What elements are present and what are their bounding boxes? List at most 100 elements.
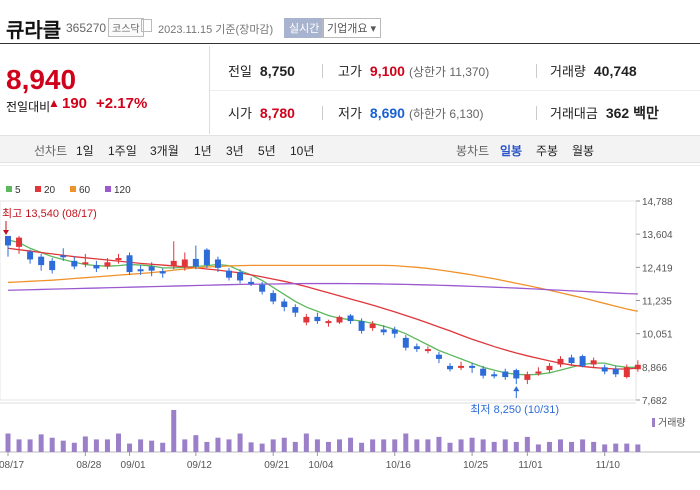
amount-cell: 거래대금 362 백만 xyxy=(550,103,659,123)
candle-body xyxy=(590,360,597,365)
volume-bar xyxy=(237,433,243,452)
volume-bar xyxy=(182,439,188,452)
volume-bar xyxy=(447,442,453,452)
candle-body xyxy=(435,354,442,359)
volume-bar xyxy=(535,444,541,452)
candle-body xyxy=(126,255,133,273)
volume-bar xyxy=(160,442,166,452)
ma-line-20 xyxy=(7,247,638,370)
candle-body xyxy=(546,365,553,371)
volume-bar xyxy=(613,443,619,452)
y-tick-label: 10,051 xyxy=(642,330,673,341)
quote-panel: 8,940 xyxy=(0,46,700,134)
candle-body xyxy=(292,307,299,313)
stock-code: 365270 xyxy=(66,21,107,35)
period-10y[interactable]: 10년 xyxy=(290,144,315,158)
amount-value: 362 백만 xyxy=(605,105,659,121)
ma-line-60 xyxy=(7,264,638,312)
x-tick-label: 11/01 xyxy=(518,460,543,471)
period-1y[interactable]: 1년 xyxy=(194,144,212,158)
document-icon[interactable] xyxy=(141,19,152,32)
tab-daily-candle[interactable]: 일봉 xyxy=(500,144,523,158)
candle-body xyxy=(557,358,564,365)
open-cell: 시가 8,780 xyxy=(228,103,295,122)
chart-toolbar: 선차트 1일 1주일 3개월 1년 3년 5년 10년 봉차트 일봉 주봉 월봉 xyxy=(0,135,700,163)
volume-bar xyxy=(602,444,608,452)
candle-body xyxy=(248,281,255,284)
candle-body xyxy=(115,258,122,261)
legend-label-5: 5 xyxy=(15,185,21,196)
volume-bar xyxy=(193,435,199,452)
candle-body xyxy=(568,357,575,364)
period-5y[interactable]: 5년 xyxy=(258,144,276,158)
tab-monthly-candle[interactable]: 월봉 xyxy=(572,144,595,158)
candle-body xyxy=(413,346,420,350)
volume-bar xyxy=(558,439,563,452)
candle-body xyxy=(623,367,630,378)
volume-bar xyxy=(436,436,442,452)
upper-limit: (상한가 11,370) xyxy=(408,65,490,79)
low-annotation: 최저 8,250 (10/31) xyxy=(470,403,559,416)
volume-bar xyxy=(116,433,121,452)
volume-bar xyxy=(303,433,309,452)
candle-body xyxy=(502,371,509,378)
divider xyxy=(322,106,323,120)
candle-body xyxy=(148,266,155,271)
price-chart[interactable]: 5 20 60 120 14,788 13,604 12,419 11,235 10,051 8,… xyxy=(0,165,700,490)
candle-body xyxy=(60,255,67,258)
low-label: 저가 xyxy=(338,106,362,121)
company-info-dropdown[interactable]: 기업개요 ▾ xyxy=(322,18,382,38)
volume-cell: 거래량 40,748 xyxy=(550,61,637,80)
volume-bar xyxy=(127,443,133,452)
period-3m[interactable]: 3개월 xyxy=(150,144,179,158)
volume-bar xyxy=(513,441,519,452)
volume-bar xyxy=(171,410,177,452)
realtime-button[interactable]: 실시간 xyxy=(284,18,325,38)
candle-body xyxy=(281,301,288,308)
candle-body xyxy=(137,269,144,272)
candle-body xyxy=(259,284,266,292)
candle-body xyxy=(458,365,465,368)
volume-bar xyxy=(359,442,365,452)
x-tick-label: 09/21 xyxy=(264,460,289,471)
candle-body xyxy=(491,374,498,377)
candle-body xyxy=(402,337,409,348)
volume-value: 40,748 xyxy=(593,63,637,79)
candle-body xyxy=(369,323,376,329)
volume-bar xyxy=(591,441,597,452)
volume-bar xyxy=(82,436,88,452)
volume-bar xyxy=(204,441,210,452)
candle-body xyxy=(170,260,177,267)
low-value: 8,690 xyxy=(369,105,405,121)
legend-swatch-60 xyxy=(70,186,76,192)
candle-body xyxy=(38,256,45,266)
period-1d[interactable]: 1일 xyxy=(76,144,94,158)
volume-bar xyxy=(314,439,320,452)
candle-body xyxy=(49,260,56,271)
volume-bar xyxy=(149,440,155,452)
candle-body xyxy=(535,371,542,374)
low-cell: 저가 8,690 (하한가 6,130) xyxy=(338,103,483,122)
candle-body xyxy=(93,265,100,269)
high-value: 9,100 xyxy=(369,63,405,79)
ma-line-5 xyxy=(7,239,638,376)
candle-body xyxy=(424,349,431,352)
period-3y[interactable]: 3년 xyxy=(226,144,244,158)
candle-body xyxy=(270,293,277,302)
volume-label: 거래량 xyxy=(550,64,586,79)
candle-body xyxy=(314,316,321,322)
tab-weekly-candle[interactable]: 주봉 xyxy=(536,144,559,158)
period-1w[interactable]: 1주일 xyxy=(108,144,137,158)
high-marker-arrow xyxy=(3,229,9,235)
volume-bar xyxy=(49,437,55,452)
volume-bar xyxy=(480,439,486,452)
plot-frame xyxy=(0,200,637,401)
high-cell: 고가 9,100 (상한가 11,370) xyxy=(338,61,489,80)
change-value: 190 xyxy=(62,95,88,112)
candle-body xyxy=(347,315,354,322)
volume-bar xyxy=(580,439,586,452)
divider xyxy=(322,64,323,78)
volume-bar xyxy=(38,434,44,452)
volume-legend-label: 거래량 xyxy=(658,417,686,429)
y-tick-label: 12,419 xyxy=(642,263,673,274)
